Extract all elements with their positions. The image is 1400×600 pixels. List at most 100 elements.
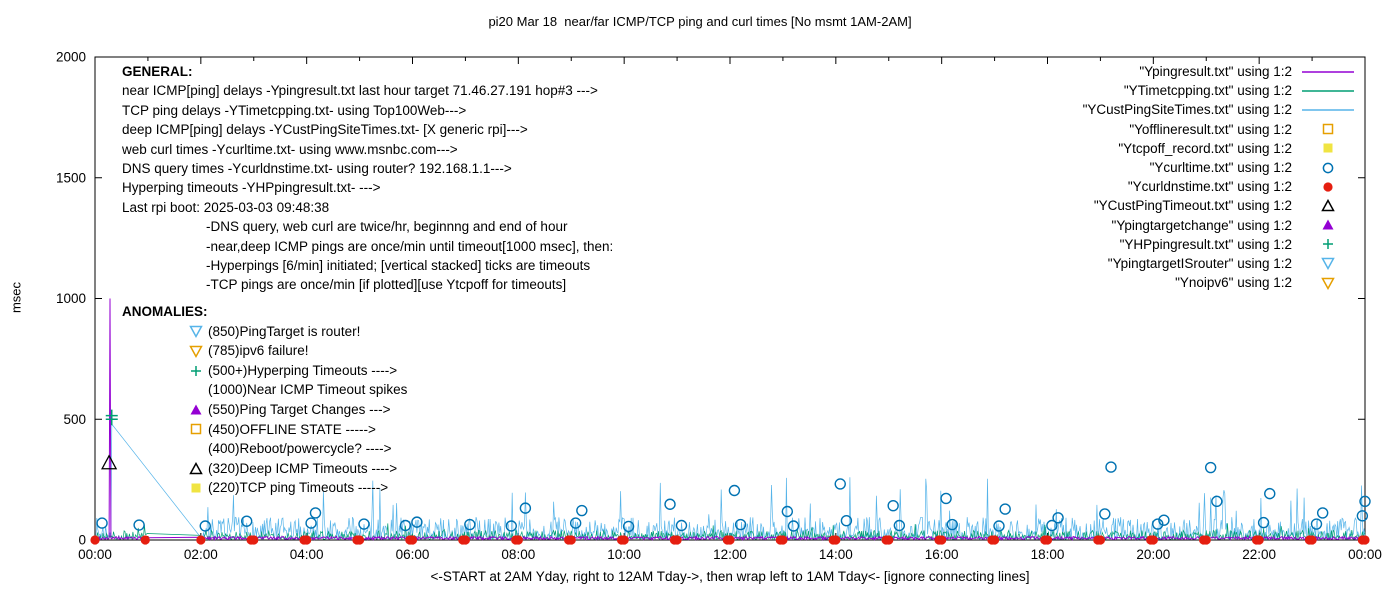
x-tick-label: 18:00 [1031,547,1065,562]
legend-entry: "YCustPingTimeout.txt" using 1:2 [1083,196,1356,215]
circle-filled-icon [831,535,841,545]
triangle-open-icon [189,461,203,474]
anomaly-label: (550)Ping Target Changes ---> [208,401,391,417]
circle-open-icon [240,515,253,527]
plot-legend: "Ypingresult.txt" using 1:2 "YTimetcpping… [1083,62,1356,292]
circle-filled-icon [1254,535,1264,545]
circle-open-icon [1316,507,1329,519]
legend-label: "Yofflineresult.txt" using 1:2 [1129,121,1292,137]
anomaly-row: (550)Ping Target Changes ---> [122,400,407,420]
legend-entry: "YHPpingresult.txt" using 1:2 [1083,235,1356,254]
circle-open-icon [1046,519,1058,532]
circle-filled-icon [672,535,682,545]
series-tcp-ping [94,523,1366,541]
anomaly-marker-cell [188,441,204,457]
series-near-icmp [94,298,1366,542]
line-icon [1302,109,1354,111]
general-annotation-block: GENERAL: near ICMP[ping] delays -Ypingre… [122,62,613,295]
circle-open-icon [781,505,794,518]
circle-open-icon [305,517,317,529]
circle-open-icon [893,519,906,532]
legend-entry: "YpingtargetISrouter" using 1:2 [1083,254,1356,273]
circle-filled-icon [1201,535,1211,545]
circle-filled-icon [302,535,312,545]
y-tick-label: 1000 [56,291,86,306]
circle-open-icon [1310,518,1323,530]
general-line: Last rpi boot: 2025-03-03 09:48:38 [122,199,330,215]
circle-filled-icon [1360,535,1370,545]
circle-open-icon [734,518,747,531]
x-tick-label: 10:00 [607,547,641,562]
anomaly-marker-cell [188,363,204,379]
anomaly-label: (785)ipv6 failure! [208,343,309,359]
deep-timeout-points [101,454,118,470]
general-lines: near ICMP[ping] delays -Ypingresult.txt … [122,81,613,217]
legend-label: "YpingtargetISrouter" using 1:2 [1107,255,1292,271]
anomaly-row: (500+)Hyperping Timeouts ----> [122,361,407,381]
general-line: DNS query times -Ycurldnstime.txt- using… [122,161,512,177]
chart-title: pi20 Mar 18 near/far ICMP/TCP ping and c… [488,14,912,29]
anomaly-label: (850)PingTarget is router! [208,323,361,339]
plus-icon [1323,239,1333,250]
legend-marker-cell [1300,276,1356,290]
legend-entry: "Ycurldnstime.txt" using 1:2 [1083,177,1356,196]
x-tick-label: 14:00 [819,547,853,562]
legend-marker-cell [1300,198,1356,213]
circle-open-icon [840,514,853,527]
circle-filled-icon [354,535,365,545]
circle-filled-icon [1323,182,1333,192]
circle-open-icon [664,498,676,510]
series-deep-icmp [94,423,1366,541]
anomaly-label: (400)Reboot/powercycle? ----> [208,441,392,457]
legend-marker-cell [1300,256,1356,271]
square-filled-icon [191,483,201,493]
line-icon [1302,70,1354,73]
circle-open-icon [999,503,1011,515]
circle-filled-icon [140,535,150,545]
circle-filled-icon [619,535,629,545]
legend-label: "Ytcpoff_record.txt" using 1:2 [1118,140,1292,156]
circle-filled-icon [778,535,788,545]
circle-open-icon [1359,495,1371,508]
legend-entry: "Yofflineresult.txt" using 1:2 [1083,120,1356,139]
x-axis-label: <-START at 2AM Yday, right to 12AM Tday-… [430,569,1030,584]
circle-open-icon [1152,518,1164,530]
legend-marker-cell [1300,161,1356,175]
anomaly-label: (320)Deep ICMP Timeouts ----> [208,460,398,476]
triangle-down-open-icon [1321,258,1335,271]
legend-label: "Ypingresult.txt" using 1:2 [1139,64,1292,79]
anomaly-marker-cell [188,421,204,437]
circle-open-icon [505,520,517,532]
anomaly-marker-cell [188,382,204,398]
y-tick-label: 2000 [56,50,86,65]
triangle-filled-icon [190,404,202,415]
circle-open-icon [787,520,800,532]
legend-label: "YCustPingTimeout.txt" using 1:2 [1093,198,1292,214]
legend-label: "YHPpingresult.txt" using 1:2 [1119,236,1292,252]
circle-filled-icon [460,535,471,545]
general-note: -near,deep ICMP pings are once/min until… [206,238,614,254]
circle-filled-icon [884,535,894,545]
circle-filled-icon [1307,535,1317,545]
circle-filled-icon [1148,535,1158,545]
legend-entry: "YTimetcpping.txt" using 1:2 [1083,81,1356,100]
circle-open-icon [133,519,145,531]
y-tick-label: 0 [78,533,86,548]
circle-open-icon [411,516,423,528]
circle-filled-icon [90,535,100,545]
anomaly-label: (450)OFFLINE STATE -----> [208,421,376,437]
circle-open-icon [96,517,108,529]
circle-open-icon [199,520,211,532]
circle-open-icon [519,502,532,514]
triangle-down-open-icon [189,326,203,339]
circle-open-icon [940,492,952,505]
circle-open-icon [675,519,688,532]
anomaly-row: (320)Deep ICMP Timeouts ----> [122,459,407,479]
circle-open-icon [1158,514,1170,526]
plus-icon [191,365,201,376]
dns-time-points [90,535,1370,545]
square-filled-icon [1323,143,1333,153]
circle-filled-icon [1095,535,1106,545]
triangle-down-open-icon [1321,277,1335,290]
